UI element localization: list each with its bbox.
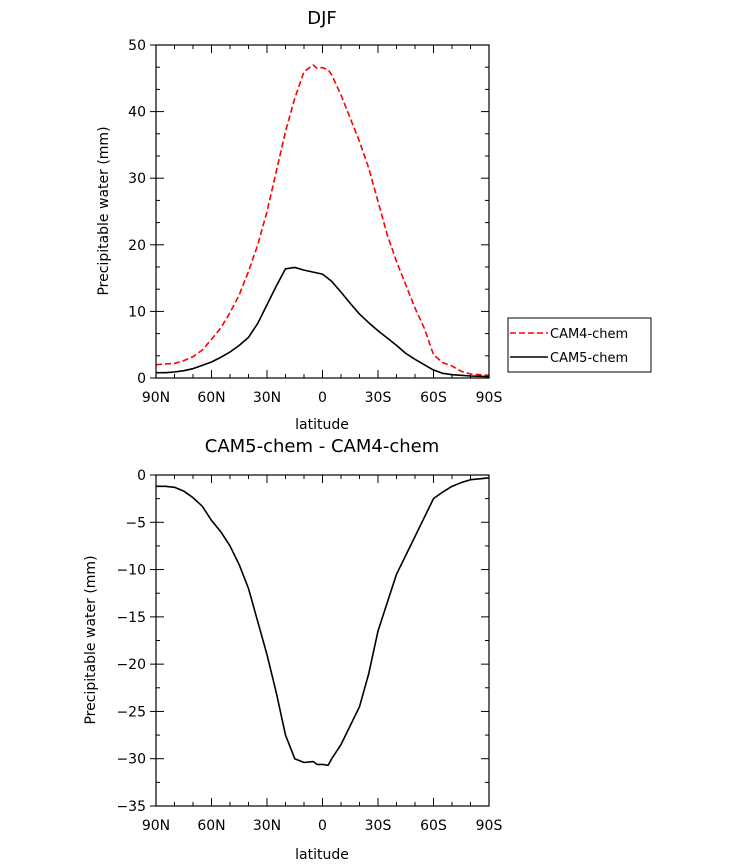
bottom-y-tick-label: −35 (116, 799, 146, 815)
top-x-tick-labels: 90N 60N 30N 0 30S 60S 90S (142, 390, 503, 406)
top-x-tick-label: 90N (142, 390, 170, 406)
top-x-tick-label: 60N (197, 390, 225, 406)
bottom-x-tick-label: 30S (365, 818, 392, 834)
bottom-x-tick-label: 90S (476, 818, 503, 834)
bottom-y-tick-label: −30 (116, 752, 146, 768)
top-x-tick-label: 30S (365, 390, 392, 406)
top-ticks (150, 44, 490, 379)
top-y-tick-label: 10 (128, 304, 146, 320)
bottom-x-tick-labels: 90N 60N 30N 0 30S 60S 90S (142, 818, 503, 834)
legend: CAM4-chem CAM5-chem (507, 317, 652, 373)
top-x-tick-label: 0 (318, 390, 327, 406)
top-y-tick-label: 50 (128, 38, 146, 54)
bottom-series-line-difference (156, 477, 490, 767)
top-series-group (155, 64, 490, 378)
bottom-x-tick-label: 0 (318, 818, 327, 834)
top-y-tick-label: 30 (128, 171, 146, 187)
top-y-axis-label: Precipitable water (mm) (96, 126, 112, 295)
top-chart-title: DJF (307, 8, 337, 29)
bottom-panel: CAM5-chem - CAM4-chem 90N 60N 30N 0 30S 60S 90… (83, 436, 502, 863)
top-x-tick-label: 60S (420, 390, 447, 406)
bottom-y-tick-label: −25 (116, 704, 146, 720)
top-y-tick-label: 40 (128, 105, 146, 121)
top-x-tick-label: 90S (476, 390, 503, 406)
top-x-axis-label: latitude (295, 417, 349, 433)
legend-label-cam5: CAM5-chem (550, 351, 628, 366)
bottom-x-tick-label: 60S (420, 818, 447, 834)
bottom-chart-title: CAM5-chem - CAM4-chem (205, 436, 439, 457)
bottom-x-tick-label: 60N (197, 818, 225, 834)
bottom-y-tick-label: −20 (116, 657, 146, 673)
top-series-line-cam4-chem (155, 64, 490, 377)
top-plot-frame (155, 44, 490, 379)
bottom-series-group (156, 477, 490, 767)
top-panel: DJF 90N 60N 30N 0 30S 60S 90S 0 10 20 30 40 50 lati… (96, 8, 652, 433)
bottom-y-tick-label: −10 (116, 563, 146, 579)
top-y-tick-labels: 0 10 20 30 40 50 (128, 38, 146, 387)
top-y-tick-label: 0 (137, 371, 146, 387)
bottom-plot-frame (155, 474, 490, 807)
legend-label-cam4: CAM4-chem (550, 327, 628, 342)
top-series-line-cam5-chem (156, 266, 490, 378)
top-x-tick-label: 30N (253, 390, 281, 406)
bottom-y-tick-labels: 0 −5 −10 −15 −20 −25 −30 −35 (116, 468, 146, 815)
bottom-y-axis-label: Precipitable water (mm) (83, 555, 99, 724)
bottom-y-tick-label: −5 (125, 515, 146, 531)
top-y-tick-label: 20 (128, 238, 146, 254)
bottom-ticks (150, 474, 490, 807)
bottom-y-tick-label: 0 (137, 468, 146, 484)
bottom-x-tick-label: 90N (142, 818, 170, 834)
bottom-y-tick-label: −15 (116, 610, 146, 626)
bottom-x-tick-label: 30N (253, 818, 281, 834)
legend-box (507, 317, 652, 373)
bottom-x-axis-label: latitude (295, 847, 349, 863)
